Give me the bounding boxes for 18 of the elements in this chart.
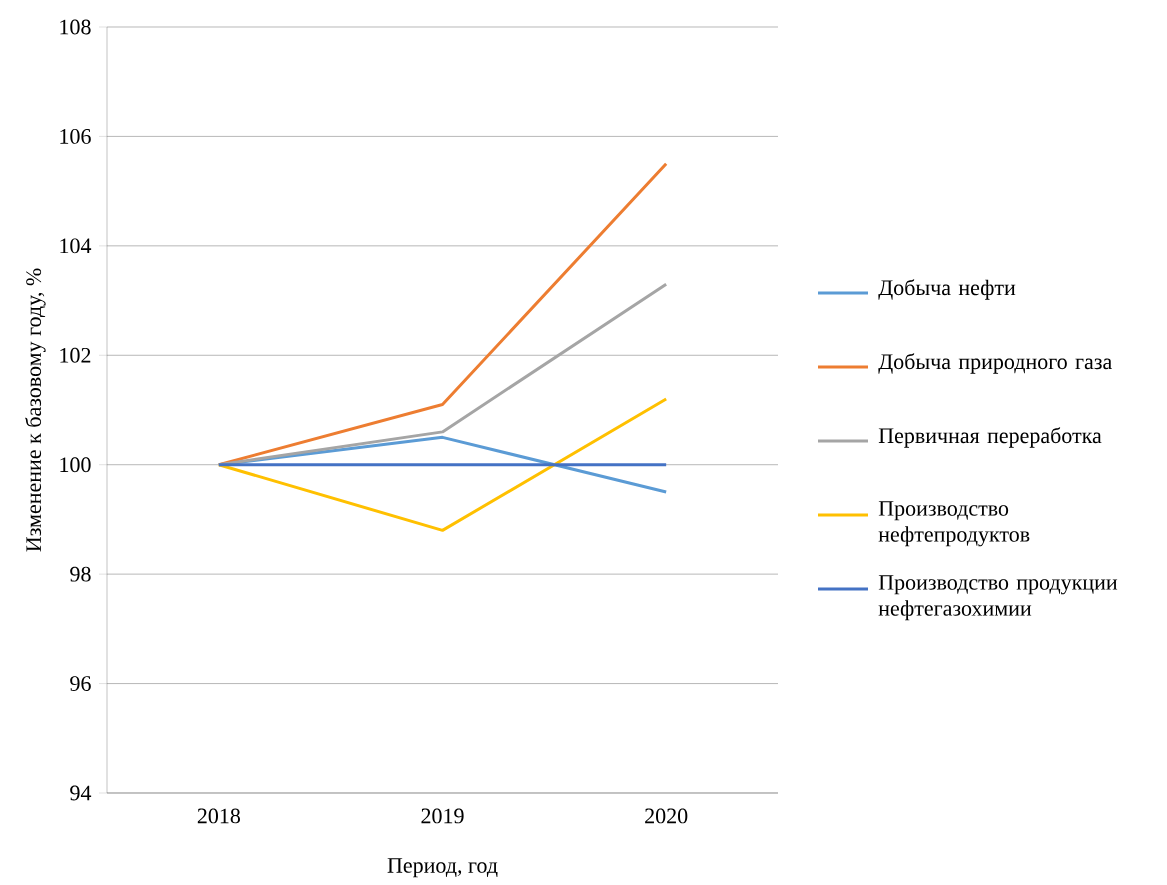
y-tick-label: 94 xyxy=(70,785,92,801)
y-tick-label: 106 xyxy=(60,129,91,145)
x-tick-label: 2020 xyxy=(645,808,688,824)
legend-label: Производство нефтепродуктов xyxy=(878,501,1030,547)
y-tick-label: 102 xyxy=(60,348,91,363)
legend-label: Производство продукции нефтегазохимии xyxy=(878,575,1118,621)
y-tick-label: 100 xyxy=(60,457,91,473)
y-axis-title: Изменение к базовому году, % xyxy=(25,268,46,552)
x-tick-label: 2018 xyxy=(197,808,240,824)
y-tick-label: 96 xyxy=(70,676,91,692)
x-tick-label: 2019 xyxy=(421,808,464,824)
legend-label: Добыча нефти xyxy=(878,279,1016,300)
y-tick-label: 104 xyxy=(60,238,92,254)
legend-label: Первичная переработка xyxy=(878,427,1102,448)
legend-label: Добыча природного газа xyxy=(878,353,1112,374)
y-tick-label: 108 xyxy=(60,19,91,35)
x-axis-title: Период, год xyxy=(387,858,498,878)
y-tick-label: 98 xyxy=(70,566,91,582)
